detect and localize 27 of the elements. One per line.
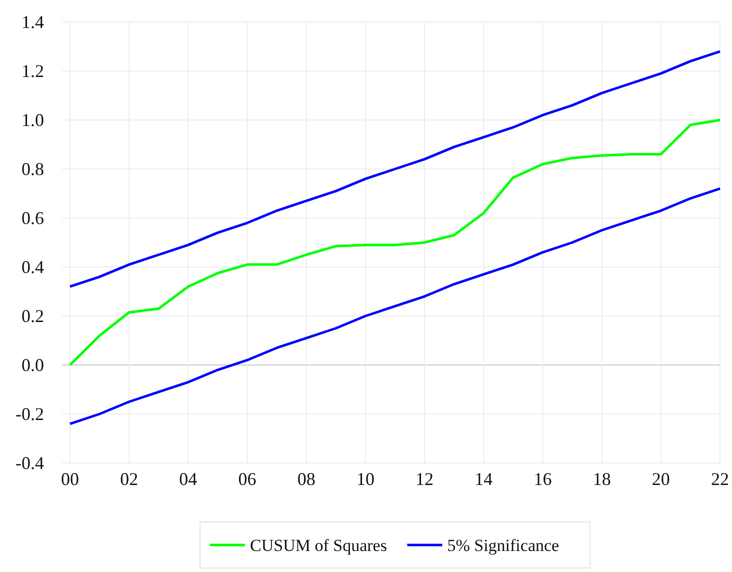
x-tick-label: 00 bbox=[61, 469, 79, 489]
y-tick-label: 0.4 bbox=[22, 257, 44, 277]
x-tick-label: 12 bbox=[416, 469, 434, 489]
y-tick-label: 1.4 bbox=[22, 12, 44, 32]
x-tick-label: 22 bbox=[711, 469, 729, 489]
line-series bbox=[68, 187, 722, 426]
y-tick-label: 0.0 bbox=[22, 355, 44, 375]
legend-label: CUSUM of Squares bbox=[250, 536, 387, 555]
x-tick-label: 14 bbox=[474, 469, 493, 489]
y-tick-label: 0.6 bbox=[22, 208, 44, 228]
line-series bbox=[68, 50, 722, 288]
x-tick-label: 08 bbox=[297, 469, 316, 489]
y-tick-label: 1.2 bbox=[22, 61, 44, 81]
x-tick-label: 04 bbox=[179, 469, 198, 489]
y-tick-label: 0.2 bbox=[22, 306, 44, 326]
y-tick-label: 0.8 bbox=[22, 159, 44, 179]
y-tick-label: -0.2 bbox=[16, 404, 44, 424]
legend-label: 5% Significance bbox=[447, 536, 560, 555]
x-tick-label: 10 bbox=[356, 469, 374, 489]
y-tick-label: -0.4 bbox=[16, 453, 44, 473]
x-tick-label: 20 bbox=[652, 469, 670, 489]
x-tick-label: 18 bbox=[592, 469, 611, 489]
x-tick-label: 06 bbox=[238, 469, 256, 489]
line-series bbox=[68, 118, 722, 366]
x-tick-label: 02 bbox=[120, 469, 138, 489]
y-tick-label: 1.0 bbox=[22, 110, 44, 130]
x-tick-label: 16 bbox=[534, 469, 552, 489]
